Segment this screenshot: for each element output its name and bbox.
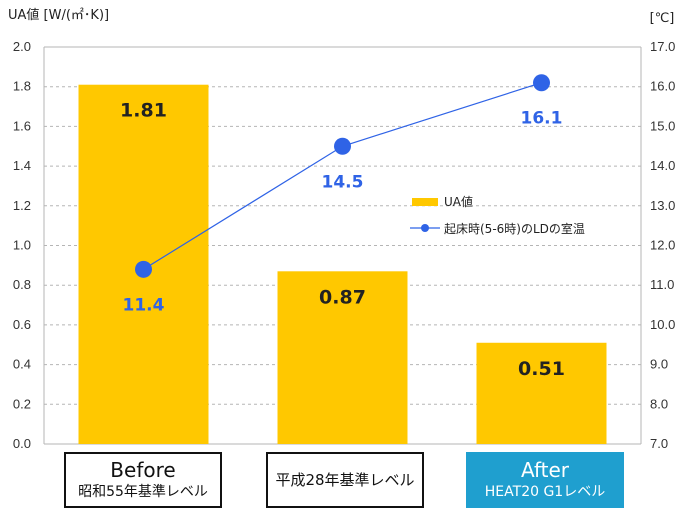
bar-value-label: 1.81 — [120, 100, 167, 122]
y2-tick-label: 13.0 — [650, 198, 675, 213]
y-tick-label: 0.2 — [13, 396, 31, 411]
y2-tick-label: 14.0 — [650, 158, 675, 173]
y-tick-label: 2.0 — [13, 39, 31, 54]
y-tick-label: 1.4 — [13, 158, 31, 173]
y-tick-label: 0.0 — [13, 436, 31, 451]
y-tick-label: 0.4 — [13, 357, 31, 372]
y-tick-label: 1.2 — [13, 198, 31, 213]
y2-tick-label: 8.0 — [650, 396, 668, 411]
legend-label-ua: UA値 — [444, 194, 473, 209]
bar-value-label: 0.87 — [319, 286, 366, 308]
category-box-subtitle: 平成28年基準レベル — [275, 471, 415, 489]
y-axis-title: UA値 [W/(㎡･K)] — [8, 7, 109, 23]
y2-axis-title: [℃] — [650, 11, 675, 26]
y-tick-label: 0.8 — [13, 277, 31, 292]
category-box-subtitle: 昭和55年基準レベル — [78, 484, 208, 500]
y-tick-label: 1.6 — [13, 118, 31, 133]
y2-tick-label: 10.0 — [650, 317, 675, 332]
data-labels: 1.81 0.87 0.51 11.4 14.5 16.1 — [120, 100, 565, 380]
category-box-subtitle: HEAT20 G1レベル — [484, 484, 606, 500]
category-box-after: After HEAT20 G1レベル — [466, 452, 624, 508]
line-value-label: 11.4 — [123, 295, 165, 315]
y2-axis-ticks: 7.0 8.0 9.0 10.0 11.0 12.0 13.0 14.0 15.0 16.0 17.… — [650, 39, 675, 451]
y-tick-label: 1.0 — [13, 238, 31, 253]
y2-tick-label: 9.0 — [650, 357, 668, 372]
y2-tick-label: 15.0 — [650, 118, 675, 133]
y-axis-ticks: 0.0 0.2 0.4 0.6 0.8 1.0 1.2 1.4 1.6 1.8 2.0 — [13, 39, 31, 451]
category-box-before: Before 昭和55年基準レベル — [64, 452, 222, 508]
y-tick-label: 1.8 — [13, 79, 31, 94]
bar-value-label: 0.51 — [518, 358, 565, 380]
line-point — [135, 260, 152, 278]
category-box-title: Before — [110, 458, 176, 482]
legend-swatch-ua — [412, 198, 438, 206]
line-point — [334, 137, 351, 155]
line-value-label: 16.1 — [521, 109, 563, 129]
line-series — [135, 74, 550, 278]
y2-tick-label: 12.0 — [650, 238, 675, 253]
legend: UA値 起床時(5-6時)のLDの室温 — [410, 194, 585, 236]
bar — [277, 271, 408, 444]
line-value-label: 14.5 — [322, 172, 364, 192]
line-point — [533, 74, 550, 92]
legend-marker-temp — [421, 224, 429, 232]
y2-tick-label: 17.0 — [650, 39, 675, 54]
y-tick-label: 0.6 — [13, 317, 31, 332]
y2-tick-label: 11.0 — [650, 277, 674, 292]
legend-label-temp: 起床時(5-6時)のLDの室温 — [444, 221, 585, 236]
category-box-h28: 平成28年基準レベル — [266, 452, 424, 508]
category-box-title: After — [520, 458, 570, 482]
y2-tick-label: 16.0 — [650, 79, 675, 94]
y2-tick-label: 7.0 — [650, 436, 668, 451]
bar — [476, 342, 607, 444]
